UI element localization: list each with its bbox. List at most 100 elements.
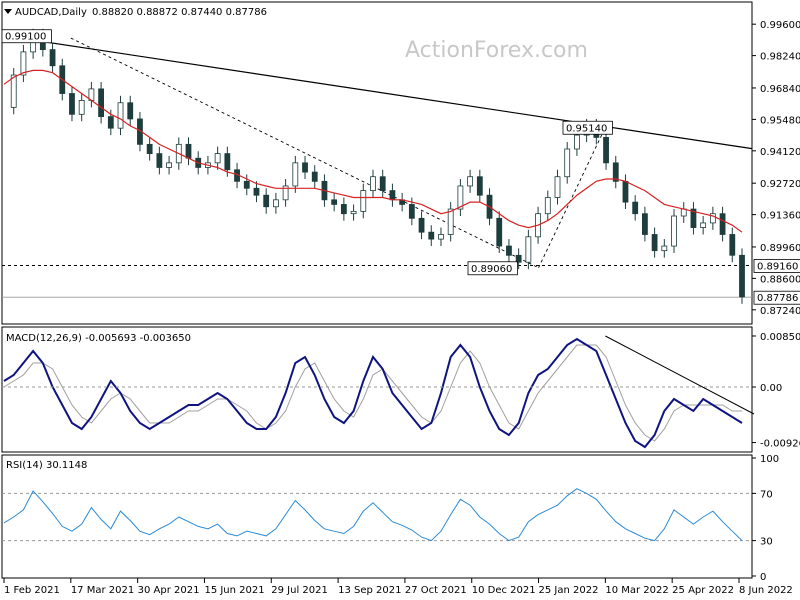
candle-body	[107, 116, 114, 129]
candle-body	[428, 231, 435, 240]
candle-body	[49, 49, 56, 67]
price-level-lines	[2, 264, 752, 298]
candle-body	[156, 153, 163, 168]
macd-tick-label: 0.008503	[760, 332, 800, 343]
rsi-tick-label: 70	[760, 489, 773, 500]
price-tick-label: 0.87240	[760, 306, 800, 317]
candle-body	[496, 217, 503, 247]
candle-body	[263, 194, 270, 208]
candle-body	[651, 234, 658, 252]
candle-body	[632, 201, 639, 215]
candle-body	[214, 153, 221, 164]
rsi-panel	[1, 454, 753, 579]
candle-body	[311, 171, 318, 182]
date-tick-label: 25 Jan 2022	[539, 585, 599, 596]
candle-body	[224, 153, 231, 171]
date-axis: 1 Feb 2021 17 Mar 2021 30 Apr 2021 15 Jun 2…	[3, 578, 793, 596]
date-tick-label: 10 Mar 2022	[605, 585, 668, 596]
dotted-trendline	[70, 37, 539, 269]
rsi-tick-label: 100	[760, 454, 779, 465]
candle-body	[671, 215, 677, 247]
price-tick-label: 0.88600	[760, 274, 800, 285]
price-tick-label: 0.96840	[760, 84, 800, 95]
candle-body	[340, 204, 347, 215]
dropdown-triangle-icon[interactable]	[4, 9, 12, 14]
candle-body	[476, 176, 483, 196]
candle-body	[146, 143, 153, 155]
candle-body	[253, 187, 260, 196]
symbol-header: AUDCAD,Daily	[15, 7, 87, 18]
candle-body	[729, 234, 736, 256]
date-tick-label: 17 Mar 2021	[71, 585, 134, 596]
date-tick-label: 8 Jun 2022	[739, 585, 793, 596]
candle-body	[457, 185, 464, 210]
candle-body	[20, 51, 27, 76]
date-tick-label: 29 Jul 2021	[271, 585, 328, 596]
price-labels: 0.99100 0.95140 0.89060 0.89160 0.87786	[1, 29, 800, 305]
candle-body	[360, 190, 367, 212]
date-tick-label: 30 Apr 2021	[138, 585, 200, 596]
rsi-axis-ticks: 100 70 30 0	[752, 454, 779, 583]
rsi-tick-label: 30	[760, 537, 773, 548]
candle-body	[564, 148, 571, 178]
rsi-tick-label: 0	[760, 572, 766, 583]
macd-panel	[1, 326, 753, 453]
price-tick-label: 0.95480	[760, 115, 800, 126]
trendlines	[3, 35, 753, 269]
candle-body	[69, 93, 75, 115]
candle-body	[389, 190, 396, 201]
label-low-2022-box	[467, 261, 518, 276]
candle-body	[612, 162, 619, 182]
label-high-2022: 0.95140	[566, 123, 607, 134]
label-low-2022: 0.89060	[471, 264, 512, 275]
candle-body	[408, 204, 415, 219]
ma-line	[3, 69, 743, 233]
rsi-label: RSI(14) 30.1148	[6, 460, 87, 471]
candle-body	[302, 162, 308, 173]
candle-body	[525, 236, 532, 263]
date-tick-label: 27 Oct 2021	[405, 585, 467, 596]
price-tick-label: 0.91360	[760, 211, 800, 222]
date-tick-label: 15 Jun 2021	[204, 585, 264, 596]
macd-axis-ticks: 0.008503 0.00 -0.009262	[752, 332, 800, 450]
macd-tick-label: 0.00	[760, 383, 782, 394]
falling-trendline	[3, 35, 753, 150]
candle-body	[370, 176, 376, 191]
watermark: ActionForex.com	[405, 38, 588, 63]
candle-body	[243, 180, 250, 189]
candle-body	[554, 176, 561, 198]
price-tick-label: 0.99600	[760, 20, 800, 31]
candle-body	[185, 143, 192, 159]
candle-body	[603, 137, 609, 164]
candle-body	[78, 100, 85, 115]
date-tick-label: 25 Apr 2022	[672, 585, 734, 596]
rising-trendline	[538, 127, 606, 268]
label-high-2022-box	[562, 120, 613, 135]
macd-trendline	[605, 335, 755, 415]
macd-tick-label: -0.009262	[760, 439, 800, 450]
candle-body	[127, 102, 134, 120]
candle-body	[641, 213, 648, 235]
candle-body	[166, 162, 172, 168]
label-high-2021: 0.99100	[5, 32, 46, 43]
macd-signal-line	[3, 344, 742, 442]
label-support-box	[753, 259, 800, 273]
macd-lines	[2, 335, 755, 449]
candle-body	[709, 213, 716, 224]
date-tick-label: 10 Dec 2021	[472, 585, 536, 596]
date-tick-label: 13 Sep 2021	[338, 585, 401, 596]
candle-body	[418, 217, 425, 233]
candle-body	[515, 254, 522, 263]
candle-body	[438, 234, 444, 240]
candle-body	[98, 88, 105, 118]
candle-body	[331, 199, 338, 205]
rsi-line	[3, 488, 743, 542]
candle-body	[10, 74, 17, 108]
candle-body	[739, 254, 745, 298]
rsi-lines	[2, 488, 752, 542]
candle-body	[622, 180, 629, 203]
price-tick-label: 0.98240	[760, 52, 800, 63]
price-tick-label: 0.94120	[760, 147, 800, 158]
candle-body	[282, 185, 289, 201]
